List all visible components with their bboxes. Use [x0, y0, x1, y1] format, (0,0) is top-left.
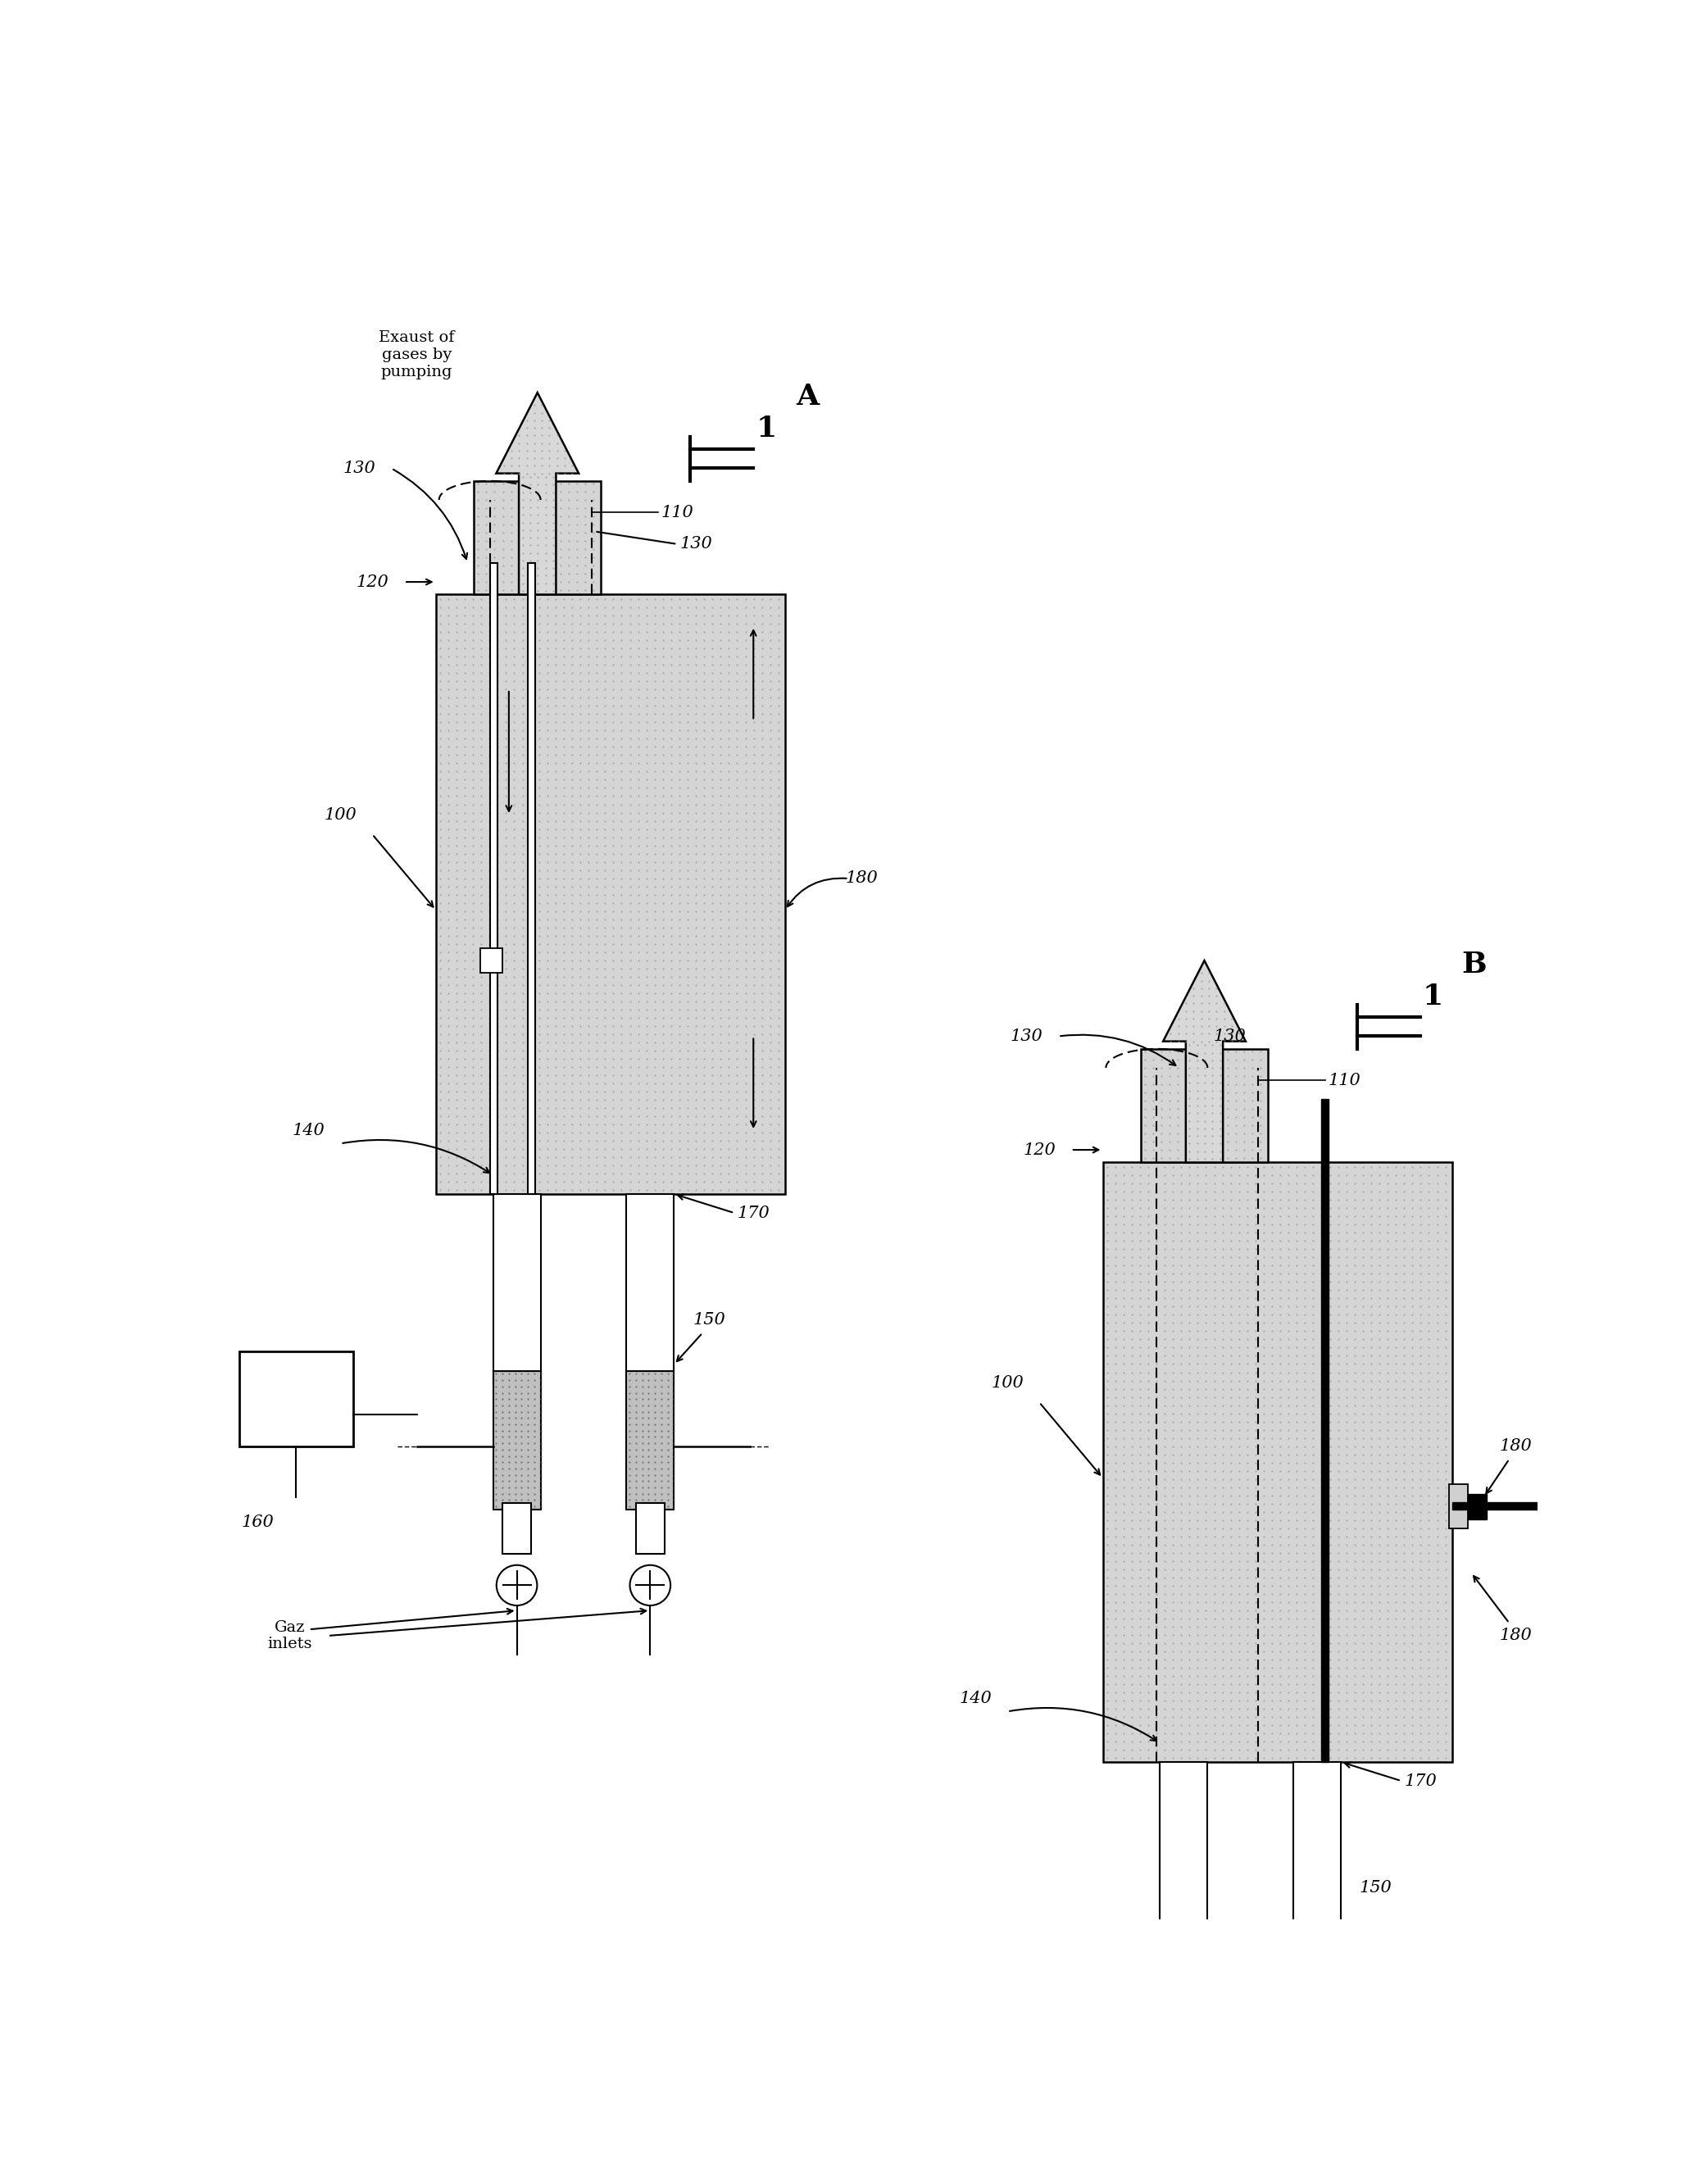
Text: 1: 1: [1423, 984, 1443, 1009]
Bar: [1160, 1939, 1208, 2077]
Bar: [1303, 2071, 1332, 2122]
Text: 1: 1: [755, 414, 777, 442]
Text: 150: 150: [693, 1311, 726, 1329]
Circle shape: [1163, 2133, 1204, 2157]
Bar: [239, 1352, 354, 1447]
Bar: [627, 1370, 675, 1510]
Circle shape: [497, 1566, 536, 1605]
Bar: [1293, 1939, 1341, 2077]
Text: 130: 130: [1009, 1029, 1044, 1044]
Text: 140: 140: [960, 1691, 992, 1706]
Text: 150: 150: [1360, 1881, 1392, 1896]
Bar: [1160, 1762, 1208, 1952]
Bar: [473, 481, 601, 595]
Text: 100: 100: [991, 1376, 1023, 1391]
Text: 180: 180: [1500, 1629, 1532, 1644]
Text: Gaz
inlets: Gaz inlets: [268, 1620, 313, 1652]
Text: 110: 110: [1327, 1072, 1360, 1089]
Text: B: B: [1462, 951, 1488, 979]
Text: 160: 160: [241, 1514, 275, 1529]
Bar: [1170, 2071, 1197, 2122]
Bar: [436, 595, 786, 1195]
Text: A: A: [796, 384, 818, 412]
Text: 120: 120: [355, 574, 389, 589]
Bar: [494, 1370, 541, 1510]
Text: 110: 110: [661, 505, 693, 520]
Text: 130: 130: [343, 462, 376, 477]
Text: 120: 120: [1023, 1141, 1056, 1158]
Text: 100: 100: [325, 807, 357, 824]
Bar: [635, 1503, 664, 1553]
Circle shape: [630, 1566, 671, 1605]
Bar: [480, 947, 502, 973]
Bar: [1452, 1501, 1547, 1510]
Bar: [627, 1195, 675, 1383]
Bar: [528, 563, 536, 1195]
Bar: [1448, 1484, 1467, 1529]
Bar: [1141, 1048, 1267, 1163]
Bar: [490, 563, 497, 1195]
Bar: [1467, 1495, 1488, 1519]
Text: 140: 140: [292, 1124, 325, 1139]
Bar: [1322, 1100, 1329, 1762]
Text: 170: 170: [1404, 1773, 1436, 1788]
Polygon shape: [495, 393, 579, 595]
Text: Exaust of
gases by
pumping: Exaust of gases by pumping: [379, 330, 454, 380]
Bar: [1103, 1163, 1452, 1762]
Bar: [494, 1195, 541, 1383]
Text: 180: 180: [1500, 1439, 1532, 1454]
Bar: [502, 1503, 531, 1553]
Text: 130: 130: [680, 537, 712, 552]
Text: 180: 180: [845, 871, 878, 887]
Text: 130: 130: [1213, 1029, 1247, 1044]
Circle shape: [1296, 2133, 1337, 2157]
Text: 170: 170: [738, 1206, 770, 1221]
Polygon shape: [1163, 960, 1245, 1163]
Bar: [1293, 1762, 1341, 1952]
